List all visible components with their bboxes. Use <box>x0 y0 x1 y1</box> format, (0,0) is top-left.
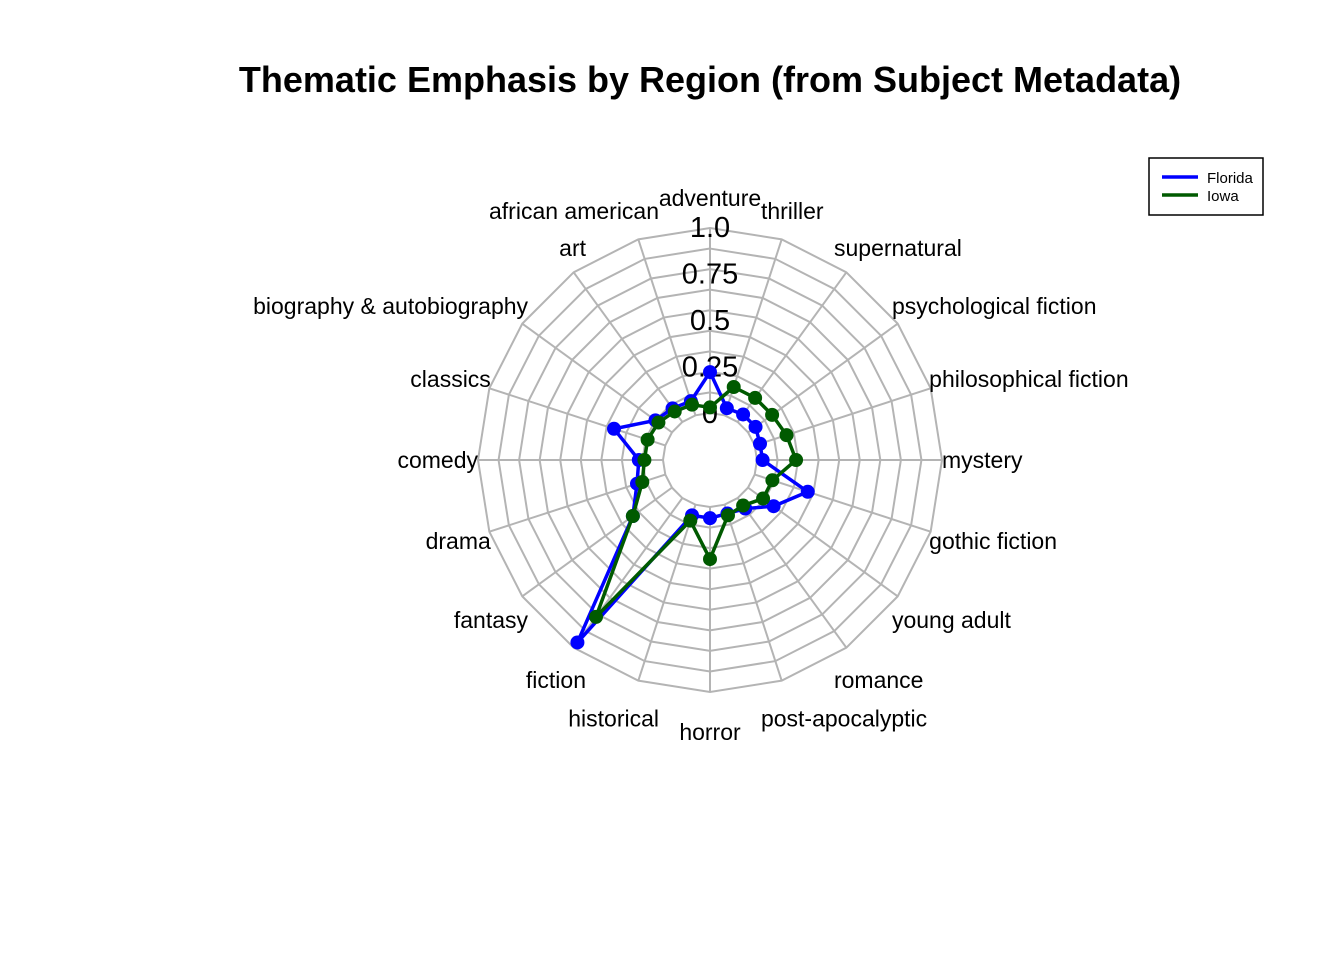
legend: Florida Iowa <box>1148 157 1264 216</box>
grid-spoke <box>572 497 684 649</box>
data-point-iowa-gothic-fiction <box>765 473 780 488</box>
data-point-iowa-romance <box>736 498 751 513</box>
radial-tick-label: 0.75 <box>682 259 738 291</box>
category-label-horror: horror <box>679 719 741 745</box>
data-point-florida-fiction <box>570 635 585 650</box>
series-iowa <box>589 379 804 624</box>
data-point-iowa-african-american <box>685 397 700 412</box>
data-point-florida-horror <box>703 511 717 526</box>
chart-title: Thematic Emphasis by Region (from Subjec… <box>239 59 1181 100</box>
series-layer <box>570 365 815 650</box>
data-point-iowa-supernatural <box>748 390 763 405</box>
grid-spoke <box>521 322 673 434</box>
radial-tick-label: 1.0 <box>690 212 730 244</box>
data-point-iowa-philosophical-fiction <box>779 428 794 443</box>
grid-spoke <box>754 473 931 533</box>
data-point-florida-mystery <box>755 453 770 467</box>
category-label-drama: drama <box>426 528 491 554</box>
category-label-thriller: thriller <box>761 198 824 224</box>
legend-label-florida: Florida <box>1207 170 1254 187</box>
category-label-philosophical-fiction: philosophical fiction <box>929 366 1128 392</box>
data-point-florida-gothic-fiction <box>800 484 815 499</box>
data-point-florida-thriller <box>719 401 734 416</box>
category-label-psychological-fiction: psychological fiction <box>892 293 1097 319</box>
data-point-florida-supernatural <box>736 407 751 422</box>
category-label-mystery: mystery <box>942 447 1023 473</box>
grid-spoke <box>637 239 697 416</box>
data-point-florida-adventure <box>703 365 717 380</box>
category-label-adventure: adventure <box>659 185 761 211</box>
data-point-iowa-mystery <box>789 453 804 467</box>
category-label-classics: classics <box>410 366 491 392</box>
data-point-iowa-post-apocalyptic <box>720 508 735 523</box>
data-point-iowa-classics <box>640 432 655 447</box>
category-label-art: art <box>559 235 586 261</box>
category-label-romance: romance <box>834 667 923 693</box>
data-point-iowa-fantasy <box>625 509 640 524</box>
category-label-fiction: fiction <box>526 667 586 693</box>
grid-spoke <box>521 486 673 598</box>
data-point-iowa-fiction <box>589 609 604 624</box>
category-label-gothic-fiction: gothic fiction <box>929 528 1057 554</box>
radar-grid <box>476 226 944 694</box>
grid-spoke <box>572 271 684 423</box>
category-label-young-adult: young adult <box>892 607 1012 633</box>
grid-spoke <box>489 387 666 447</box>
data-point-iowa-comedy <box>637 453 652 467</box>
data-point-florida-young-adult <box>766 499 781 514</box>
category-label-biography-autobiography: biography & autobiography <box>253 293 528 319</box>
grid-spoke <box>736 497 848 649</box>
category-label-supernatural: supernatural <box>834 235 962 261</box>
data-point-iowa-horror <box>703 552 717 567</box>
legend-label-iowa: Iowa <box>1207 188 1239 205</box>
data-point-iowa-young-adult <box>756 491 771 506</box>
category-label-post-apocalyptic: post-apocalyptic <box>761 706 927 732</box>
data-point-iowa-drama <box>635 474 650 489</box>
data-point-iowa-historical <box>683 513 698 528</box>
grid-spoke <box>637 504 697 681</box>
data-point-iowa-art <box>667 404 682 419</box>
data-point-florida-psychological-fiction <box>748 419 763 434</box>
category-label-comedy: comedy <box>397 447 478 473</box>
data-point-florida-classics <box>607 421 622 436</box>
category-label-african-american: african american <box>489 198 659 224</box>
data-point-iowa-thriller <box>726 379 741 394</box>
data-point-iowa-adventure <box>703 400 717 415</box>
category-label-fantasy: fantasy <box>454 607 529 633</box>
legend-box <box>1148 157 1264 216</box>
data-point-florida-philosophical-fiction <box>753 436 768 451</box>
radial-tick-label: 0.5 <box>690 305 730 337</box>
category-label-historical: historical <box>568 706 659 732</box>
data-point-iowa-biography-autobiography <box>651 415 666 430</box>
grid-spoke <box>723 504 783 681</box>
category-labels: adventure thriller supernatural psychologic… <box>253 185 1129 745</box>
data-point-iowa-psychological-fiction <box>765 407 780 422</box>
